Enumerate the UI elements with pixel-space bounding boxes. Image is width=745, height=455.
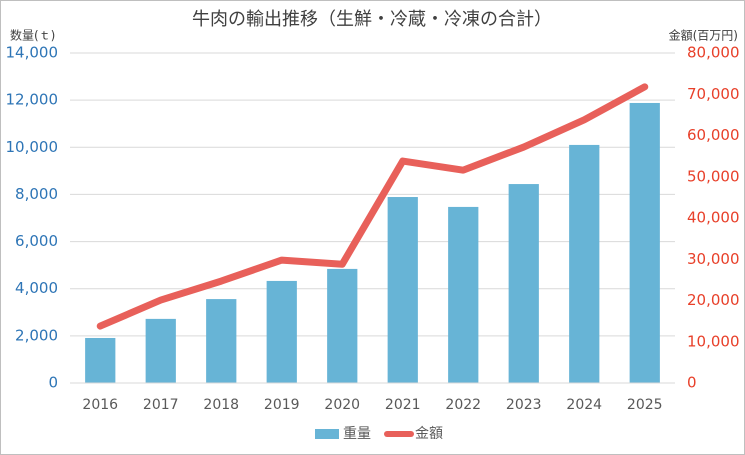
legend-swatch <box>315 429 339 439</box>
bar <box>387 197 418 383</box>
line <box>96 83 649 330</box>
bar <box>448 206 479 383</box>
y2-tick-label: 70,000 <box>687 85 740 103</box>
x-tick-label: 2022 <box>445 397 481 413</box>
x-tick-label: 2016 <box>82 397 118 413</box>
y2-tick-label: 50,000 <box>687 167 740 185</box>
bar <box>266 280 297 383</box>
y-tick-label: 6,000 <box>15 232 58 250</box>
y2-tick-label: 0 <box>687 374 697 392</box>
y-tick-label: 4,000 <box>15 279 58 297</box>
y2-tick-label: 20,000 <box>687 291 740 309</box>
y-tick-label: 2,000 <box>15 326 58 344</box>
bar <box>327 268 358 383</box>
x-tick-label: 2021 <box>385 397 421 413</box>
y-tick-label: 8,000 <box>15 185 58 203</box>
x-tick-label: 2025 <box>627 397 663 413</box>
bar <box>145 318 176 383</box>
y-tick-label: 0 <box>48 374 58 392</box>
y2-tick-label: 40,000 <box>687 209 740 227</box>
bar <box>508 184 539 383</box>
y2-tick-label: 10,000 <box>687 332 740 350</box>
bar <box>629 102 660 383</box>
legend-label: 重量 <box>343 426 371 442</box>
y2-tick-label: 60,000 <box>687 126 740 144</box>
y-tick-label: 14,000 <box>6 44 59 62</box>
x-tick-label: 2017 <box>143 397 179 413</box>
y2-axis-label: 金額(百万円) <box>669 28 738 43</box>
bar <box>85 337 116 383</box>
x-tick-label: 2020 <box>324 397 360 413</box>
y-tick-label: 10,000 <box>6 138 59 156</box>
x-tick-label: 2019 <box>264 397 300 413</box>
x-tick-label: 2018 <box>203 397 239 413</box>
chart-title: 牛肉の輸出推移（生鮮・冷蔵・冷凍の合計） <box>192 9 552 30</box>
bar <box>569 144 600 383</box>
bar <box>206 299 237 383</box>
y-tick-label: 12,000 <box>6 91 59 109</box>
legend-label: 金額 <box>415 426 443 442</box>
y2-tick-label: 80,000 <box>687 44 740 62</box>
y-axis-label: 数量(ｔ) <box>10 28 55 43</box>
x-tick-label: 2024 <box>566 397 602 413</box>
x-tick-label: 2023 <box>506 397 542 413</box>
y2-tick-label: 30,000 <box>687 250 740 268</box>
